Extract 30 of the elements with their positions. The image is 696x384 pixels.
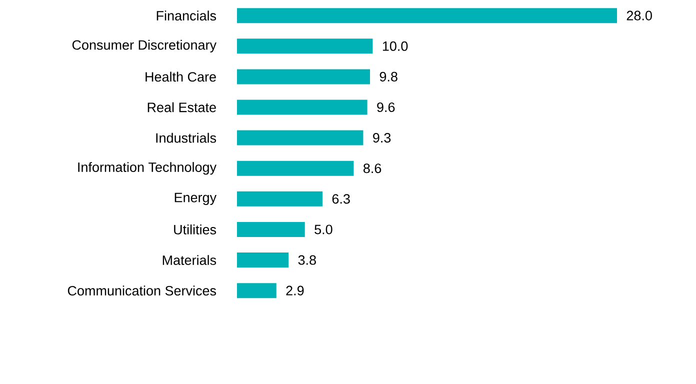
- data-label: 9.6: [377, 102, 395, 112]
- y-tick-label: Materials: [162, 255, 216, 265]
- bar: [237, 191, 322, 206]
- bar: [237, 283, 276, 298]
- bar: [237, 69, 370, 84]
- data-label: 8.6: [364, 164, 382, 174]
- y-tick-label: Health Care: [146, 72, 216, 82]
- y-tick-label: Consumer Discretionary: [72, 40, 216, 52]
- y-tick-label: Financials: [156, 10, 216, 21]
- bar: [237, 160, 354, 176]
- y-tick-label: Information Technology: [78, 162, 216, 175]
- y-tick-label: Utilities: [174, 224, 216, 234]
- data-label: 3.8: [298, 255, 316, 265]
- data-label: 28.0: [626, 10, 652, 20]
- bar: [237, 222, 305, 237]
- y-tick-label: Real Estate: [148, 102, 216, 112]
- bar: [237, 8, 618, 24]
- data-label: 2.9: [286, 286, 304, 296]
- y-tick-label: Energy: [174, 192, 217, 205]
- data-label: 9.8: [380, 72, 398, 82]
- bar: [237, 38, 373, 54]
- data-label: 5.0: [314, 224, 332, 234]
- data-label: 10.0: [382, 41, 408, 51]
- bar: [237, 130, 364, 146]
- bar: [237, 100, 368, 115]
- data-label: 6.3: [332, 194, 350, 204]
- bar: [237, 252, 289, 268]
- y-tick-label: Communication Services: [68, 286, 216, 296]
- data-label: 9.3: [373, 133, 391, 143]
- y-tick-label: Industrials: [156, 132, 216, 143]
